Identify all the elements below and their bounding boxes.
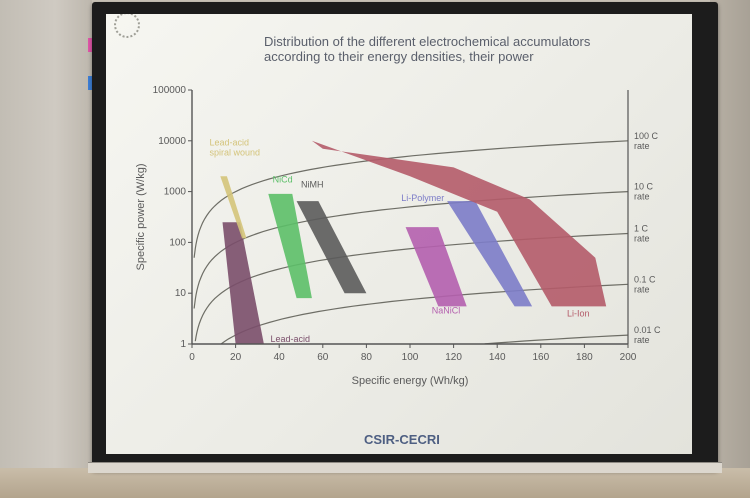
y-tick-label-5: 100000 [153,85,187,96]
rate-label-1: 10 C [634,182,654,192]
x-tick-label-0: 0 [189,352,195,363]
x-tick-label-8: 160 [532,352,549,363]
slide-title: Distribution of the different electroche… [264,34,664,64]
rate-label-sub-2: rate [634,233,650,243]
y-tick-label-4: 10000 [158,136,186,147]
screen-bottom-bar [88,462,722,473]
chart-axes [188,89,629,348]
region-label-2: NiCd [273,175,293,185]
x-tick-label-9: 180 [576,352,593,363]
rate-label-sub-1: rate [634,192,650,202]
rate-curve-0 [193,140,629,258]
rate-label-2: 1 C [634,223,649,233]
rate-label-4: 0.01 C [634,325,661,335]
x-tick-label-1: 20 [230,352,242,363]
x-tick-label-10: 200 [620,352,637,363]
region-label-4: Li-Polymer [401,193,444,203]
region-6 [311,140,607,307]
x-tick-label-5: 100 [402,352,419,363]
region-label-sub-1: spiral wound [209,148,260,158]
region-label-0: Lead-acid [270,334,310,344]
region-label-3: NiMH [301,180,324,190]
rate-label-sub-0: rate [634,141,650,151]
rate-label-sub-3: rate [634,284,650,294]
slide-title-line-1: Distribution of the different electroche… [264,34,591,49]
y-tick-label-2: 100 [169,237,186,248]
x-tick-label-6: 120 [445,352,462,363]
x-tick-label-2: 40 [274,352,286,363]
region-4 [447,201,533,307]
region-1 [220,176,247,239]
battery-regions [220,140,607,344]
slide-title-line-2: according to their energy densities, the… [264,49,534,64]
projected-slide: Distribution of the different electroche… [106,14,692,454]
slide-footer: CSIR-CECRI [364,432,440,447]
x-tick-label-3: 60 [317,352,329,363]
x-axis-title: Specific energy (Wh/kg) [352,375,469,387]
x-tick-label-7: 140 [489,352,506,363]
region-5 [405,227,467,307]
x-tick-label-4: 80 [361,352,373,363]
region-3 [296,201,367,294]
rate-label-3: 0.1 C [634,274,656,284]
y-tick-label-1: 10 [175,288,187,299]
region-label-6: Li-Ion [567,308,590,318]
rate-label-sub-4: rate [634,335,650,345]
y-axis-title: Specific power (W/kg) [135,164,147,271]
institute-logo-icon [114,14,140,38]
region-label-5: NaNiCl [432,305,461,315]
y-tick-label-0: 1 [180,339,186,350]
room-floor [0,468,750,498]
y-tick-label-3: 1000 [164,187,187,198]
sticky-note-blue [88,76,94,90]
region-0 [222,222,264,344]
rate-curve-4 [484,334,629,345]
region-label-1: Lead-acid [209,138,249,148]
sticky-note-pink [88,38,94,52]
room-wall-left [0,0,92,498]
region-2 [268,193,312,299]
rate-label-0: 100 C [634,131,659,141]
